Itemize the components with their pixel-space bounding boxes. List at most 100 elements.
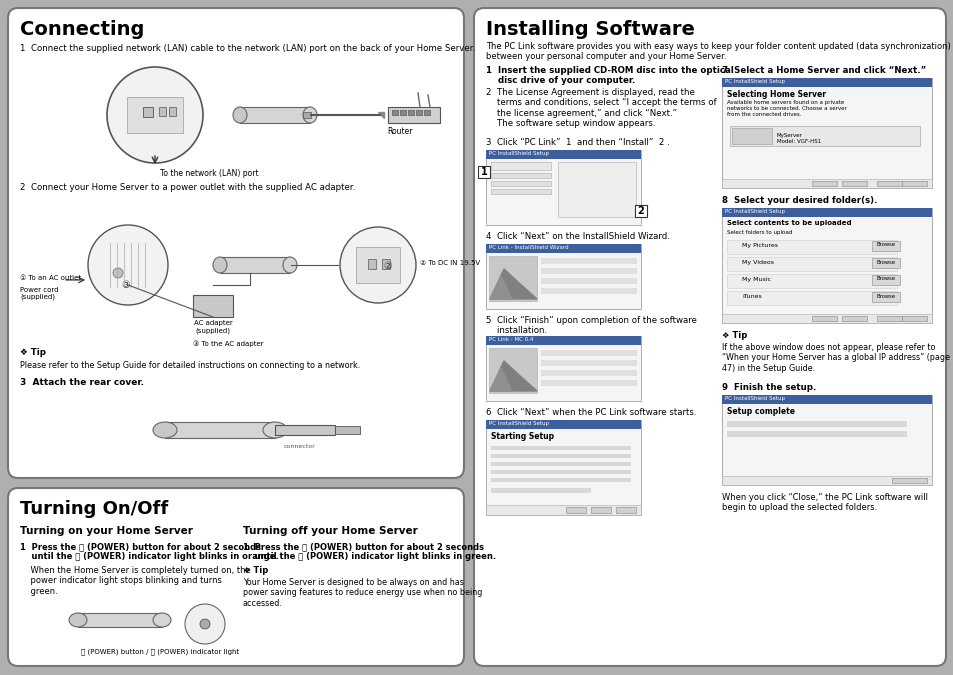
Bar	[540, 370, 637, 376]
Text: AC adapter
(supplied): AC adapter (supplied)	[193, 320, 233, 333]
Bar	[901, 316, 926, 321]
Text: 7  Select a Home Server and click “Next.”: 7 Select a Home Server and click “Next.”	[721, 66, 925, 75]
Bar	[416, 110, 421, 115]
Circle shape	[112, 268, 123, 278]
Text: ② To DC IN 19.5V: ② To DC IN 19.5V	[419, 260, 479, 266]
Bar	[729, 126, 919, 146]
Bar	[726, 257, 896, 271]
Text: 1  Press the ⏻ (POWER) button for about 2 seconds
    until the ⏻ (POWER) indica: 1 Press the ⏻ (POWER) button for about 2…	[20, 542, 278, 562]
Bar	[491, 470, 630, 474]
Bar	[616, 507, 636, 513]
Text: ⏻ (POWER) button / ⏻ (POWER) indicator light: ⏻ (POWER) button / ⏻ (POWER) indicator l…	[81, 648, 239, 655]
Bar	[871, 275, 899, 285]
Polygon shape	[377, 112, 384, 118]
Circle shape	[88, 225, 168, 305]
Ellipse shape	[152, 422, 177, 438]
Bar	[811, 316, 836, 321]
Bar	[392, 110, 397, 115]
Text: Your Home Server is designed to be always on and has
power saving features to re: Your Home Server is designed to be alway…	[243, 578, 482, 608]
Text: Select folders to upload: Select folders to upload	[726, 230, 792, 235]
Bar	[485, 150, 640, 159]
Bar	[489, 348, 537, 393]
FancyBboxPatch shape	[474, 8, 945, 666]
Ellipse shape	[213, 257, 227, 273]
Text: Browse: Browse	[876, 294, 895, 298]
Bar	[540, 288, 637, 294]
Bar	[721, 208, 931, 323]
Bar	[485, 505, 640, 515]
Text: To the network (LAN) port: To the network (LAN) port	[160, 169, 258, 178]
Bar	[731, 128, 771, 144]
Text: 2  The License Agreement is displayed, read the
    terms and conditions, select: 2 The License Agreement is displayed, re…	[485, 88, 716, 128]
Bar	[721, 314, 931, 323]
Bar	[491, 454, 630, 458]
Polygon shape	[490, 368, 512, 391]
Bar	[485, 420, 640, 429]
Bar	[721, 476, 931, 485]
Text: 3  Attach the rear cover.: 3 Attach the rear cover.	[20, 378, 144, 387]
Bar	[335, 426, 359, 434]
Text: Selecting Home Server: Selecting Home Server	[726, 90, 825, 99]
Text: PC InstallShield Setup: PC InstallShield Setup	[724, 209, 784, 214]
Bar	[491, 181, 551, 186]
Ellipse shape	[263, 422, 287, 438]
Bar	[489, 256, 537, 301]
Text: PC Link - MC 0.4: PC Link - MC 0.4	[489, 337, 533, 342]
Text: Available home servers found on a private
networks to be connected. Choose a ser: Available home servers found on a privat…	[726, 100, 846, 117]
FancyBboxPatch shape	[8, 8, 463, 478]
Text: 1: 1	[480, 167, 487, 177]
Text: Starting Setup: Starting Setup	[491, 432, 554, 441]
Bar	[220, 257, 290, 273]
Bar	[721, 395, 931, 404]
Ellipse shape	[283, 257, 296, 273]
Text: PC InstallShield Setup: PC InstallShield Setup	[724, 79, 784, 84]
Ellipse shape	[69, 613, 87, 627]
Bar	[408, 110, 414, 115]
Ellipse shape	[303, 107, 316, 123]
Bar	[485, 244, 640, 309]
Bar	[891, 478, 926, 483]
Bar	[841, 181, 866, 186]
Bar	[565, 507, 585, 513]
Text: If the above window does not appear, please refer to
“When your Home Server has : If the above window does not appear, ple…	[721, 343, 949, 373]
Text: connector: connector	[284, 444, 315, 449]
Bar	[485, 150, 640, 225]
Bar	[540, 278, 637, 284]
Circle shape	[200, 619, 210, 629]
Bar	[726, 240, 896, 254]
Text: ❖ Tip: ❖ Tip	[243, 566, 268, 575]
Circle shape	[339, 227, 416, 303]
Text: ③: ③	[121, 280, 131, 290]
Text: PC InstallShield Setup: PC InstallShield Setup	[724, 396, 784, 401]
Polygon shape	[490, 276, 512, 299]
Bar	[193, 295, 233, 317]
Bar	[491, 462, 630, 466]
Text: Select contents to be uploaded: Select contents to be uploaded	[726, 220, 851, 226]
Text: PC Link - InstallShield Wizard: PC Link - InstallShield Wizard	[489, 245, 568, 250]
Bar	[726, 421, 906, 427]
Ellipse shape	[152, 613, 171, 627]
Text: 2: 2	[637, 206, 643, 216]
Text: 8  Select your desired folder(s).: 8 Select your desired folder(s).	[721, 196, 877, 205]
Text: ②: ②	[382, 261, 392, 271]
Circle shape	[107, 67, 203, 163]
FancyBboxPatch shape	[8, 488, 463, 666]
Bar	[491, 189, 551, 194]
Text: 1  Insert the supplied CD-ROM disc into the optical
    disc drive of your compu: 1 Insert the supplied CD-ROM disc into t…	[485, 66, 733, 86]
Text: Browse: Browse	[876, 259, 895, 265]
Bar	[841, 316, 866, 321]
Circle shape	[185, 604, 225, 644]
Bar	[876, 316, 901, 321]
Text: 1  Press the ⏻ (POWER) button for about 2 seconds
    until the ⏻ (POWER) indica: 1 Press the ⏻ (POWER) button for about 2…	[243, 542, 496, 562]
Bar	[871, 258, 899, 268]
Bar	[303, 112, 311, 118]
Text: 3  Click “PC Link”  1  and then “Install”  2 .: 3 Click “PC Link” 1 and then “Install” 2…	[485, 138, 669, 147]
Bar	[540, 380, 637, 386]
Text: Installing Software: Installing Software	[485, 20, 694, 39]
Text: When you click “Close,” the PC Link software will
begin to upload the selected f: When you click “Close,” the PC Link soft…	[721, 493, 927, 512]
Text: Turning on your Home Server: Turning on your Home Server	[20, 526, 193, 536]
Bar	[540, 350, 637, 356]
Bar	[491, 488, 590, 493]
Bar	[485, 336, 640, 345]
Text: Router: Router	[387, 127, 413, 136]
